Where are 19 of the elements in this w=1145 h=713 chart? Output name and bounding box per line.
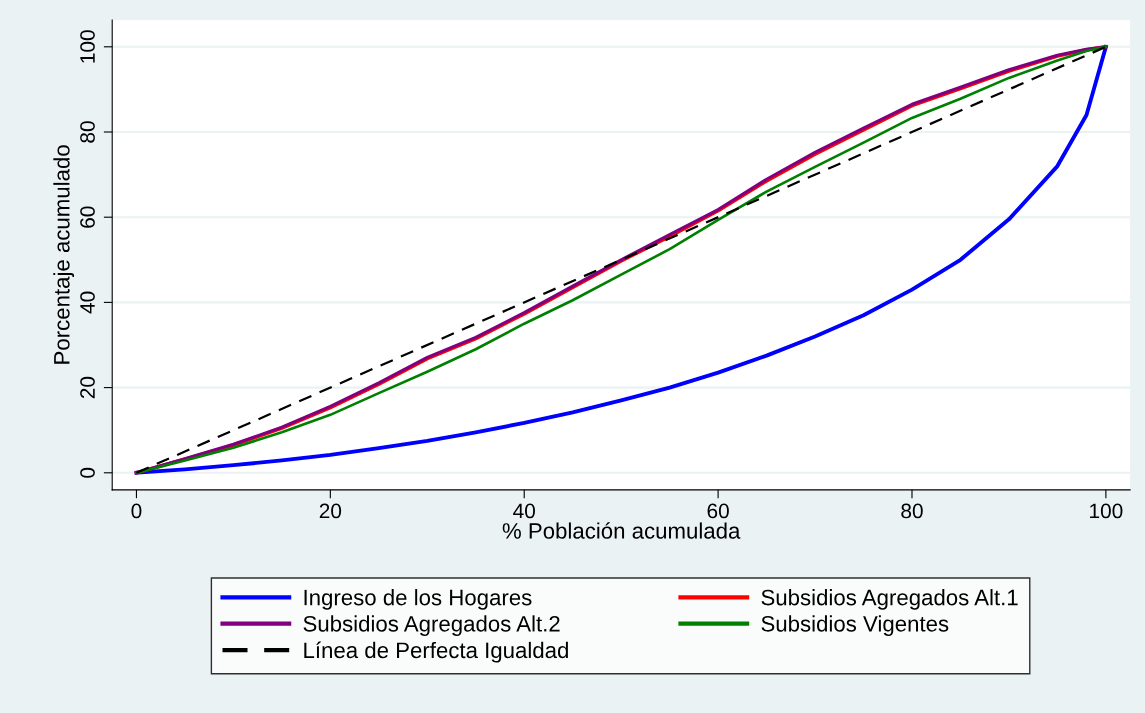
legend-label: Subsidios Agregados Alt.2 — [303, 615, 560, 637]
legend-label: Subsidios Agregados Alt.1 — [761, 589, 1018, 610]
x-axis-title: % Población acumulada — [502, 522, 741, 539]
x-tick-label: 40 — [513, 503, 535, 519]
y-tick-label: 0 — [80, 467, 95, 478]
x-tick-label: 80 — [901, 503, 923, 519]
x-tick-label: 0 — [131, 503, 142, 519]
y-tick-label: 20 — [80, 376, 95, 399]
y-tick-label: 100 — [80, 30, 95, 63]
x-tick-label: 100 — [1090, 503, 1123, 519]
y-tick-label: 60 — [80, 206, 95, 228]
legend-label: Ingreso de los Hogares — [304, 589, 532, 610]
x-tick-label: 60 — [707, 503, 729, 519]
y-tick-label: 40 — [80, 291, 95, 314]
y-axis-title: Porcentaje acumulado — [53, 145, 75, 364]
legend-label: Línea de Perfecta Igualdad — [304, 641, 568, 663]
x-tick-label: 20 — [319, 503, 342, 519]
legend-label: Subsidios Vigentes — [761, 615, 949, 637]
y-tick-label: 80 — [80, 121, 95, 143]
